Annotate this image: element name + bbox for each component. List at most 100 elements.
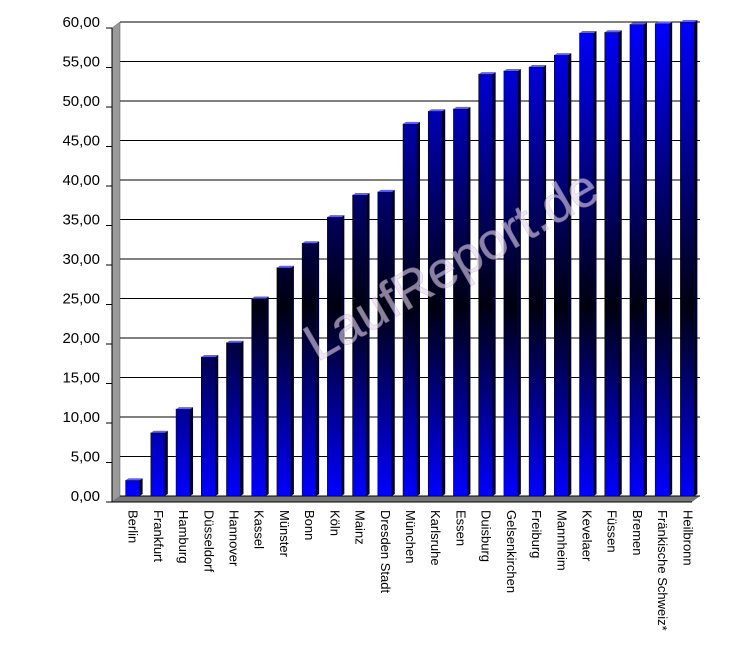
bar-top	[403, 121, 420, 124]
x-tick-label: Düsseldorf	[201, 510, 216, 573]
bar-top	[604, 30, 622, 33]
bar-top	[150, 430, 168, 433]
x-tick-label: Frankfurt	[151, 510, 166, 562]
bar-side	[366, 193, 370, 496]
x-tick-label: Bremen	[630, 510, 645, 556]
x-tick-label: Berlin	[126, 510, 141, 543]
bar-side	[240, 340, 244, 496]
y-tick-label: 35,00	[62, 212, 100, 229]
x-tick-label: Dresden Stadt	[378, 510, 393, 593]
x-tick-label: Kevelaer	[580, 510, 595, 562]
x-tick-label: Hannover	[226, 510, 241, 567]
y-tick-label: 50,00	[62, 93, 100, 110]
floor	[112, 496, 700, 502]
bar-top	[503, 68, 521, 71]
bar-side	[543, 65, 547, 496]
y-tick-label: 45,00	[62, 133, 100, 150]
x-tick-label: Duisburg	[479, 510, 494, 562]
bar-top	[529, 65, 547, 68]
bar	[629, 24, 645, 497]
y-tick-label: 5,00	[71, 449, 100, 466]
y-tick-label: 20,00	[62, 330, 100, 347]
bar	[453, 108, 468, 497]
y-tick-label: 55,00	[62, 54, 100, 71]
x-tick-label: Karlsruhe	[428, 510, 443, 566]
x-tick-label: Kassel	[252, 510, 267, 549]
bar-side	[568, 53, 572, 497]
y-tick-label: 0,00	[71, 488, 100, 505]
x-tick-label: Münster	[277, 510, 292, 558]
bar	[579, 32, 594, 497]
bar	[301, 242, 317, 497]
bar-side	[316, 241, 320, 496]
bar	[251, 298, 266, 497]
x-tick-label: Bonn	[302, 510, 317, 540]
bar-top	[276, 265, 294, 268]
bar-side	[341, 215, 345, 496]
x-tick-label: Mannheim	[554, 510, 569, 571]
x-tick-label: Fränkische Schweiz*	[655, 510, 670, 631]
bar-side	[215, 354, 219, 496]
x-tick-label: Essen	[453, 510, 468, 546]
x-tick-label: Gelsenkirchen	[504, 510, 519, 593]
bar	[528, 66, 544, 497]
bar-top	[478, 72, 496, 75]
bar-top	[125, 478, 143, 481]
bar-side	[391, 189, 395, 496]
bar-top	[428, 109, 446, 112]
bar	[604, 32, 619, 497]
bar-top	[680, 20, 698, 22]
y-tick-label: 60,00	[62, 14, 100, 31]
bar-side	[190, 407, 194, 496]
bar	[150, 432, 166, 497]
bar-side	[517, 68, 521, 496]
y-tick-label: 25,00	[62, 291, 100, 308]
bar-side	[643, 22, 647, 497]
bar-top	[629, 22, 647, 25]
bar-top	[377, 189, 395, 192]
bar-side	[417, 121, 420, 496]
bar-top	[176, 407, 194, 410]
bar	[377, 191, 393, 497]
bar	[175, 408, 191, 497]
x-tick-label: Mainz	[353, 510, 368, 545]
bar-side	[669, 21, 673, 497]
x-tick-label: Füssen	[605, 510, 620, 553]
bar-top	[554, 53, 572, 56]
bar	[503, 70, 519, 497]
bar-side	[694, 20, 698, 496]
bar	[478, 73, 493, 497]
y-tick-label: 10,00	[62, 409, 100, 426]
bar-top	[327, 215, 345, 218]
bar-top	[302, 241, 320, 244]
bar-top	[453, 106, 471, 109]
bar	[201, 356, 216, 497]
bar	[226, 342, 241, 497]
bar-top	[251, 296, 269, 299]
bar-side	[265, 296, 269, 496]
bar-side	[164, 430, 168, 496]
bar-top	[201, 354, 219, 357]
bar-side	[593, 31, 597, 497]
bar-top	[226, 340, 244, 343]
x-tick-label: Heilbronn	[680, 510, 695, 566]
bar	[125, 479, 140, 497]
bar	[654, 23, 670, 497]
bar-top	[352, 193, 370, 196]
y-tick-label: 15,00	[62, 370, 100, 387]
bar	[680, 21, 695, 497]
bar-side	[290, 265, 294, 496]
x-tick-label: Hamburg	[176, 510, 191, 563]
x-tick-label: Freiburg	[529, 510, 544, 558]
bar-side	[492, 72, 496, 496]
side-wall	[111, 21, 121, 503]
bar	[276, 267, 292, 497]
bar-side	[139, 478, 143, 496]
bar-top	[655, 21, 673, 24]
bar-top	[579, 31, 597, 34]
bar	[554, 54, 569, 497]
bar-side	[618, 30, 622, 497]
bar-side	[467, 106, 471, 497]
y-tick-label: 40,00	[62, 172, 100, 189]
